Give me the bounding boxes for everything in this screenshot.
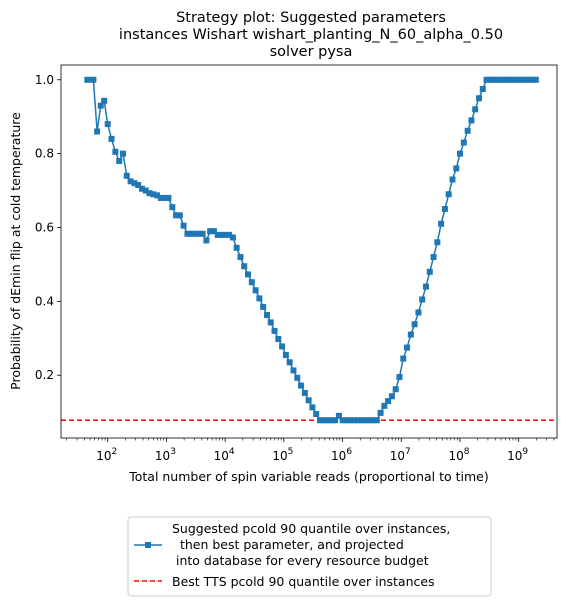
suggested-series-point: [378, 410, 384, 416]
suggested-series-point: [264, 312, 270, 318]
suggested-series-point: [313, 411, 319, 417]
suggested-series-point: [434, 239, 440, 245]
suggested-series-point: [120, 151, 126, 157]
suggested-series-point: [105, 121, 111, 127]
suggested-series-point: [480, 86, 486, 92]
x-axis: 102 103 104 105 106 107 108 109: [67, 438, 554, 463]
plot-area: [61, 65, 557, 438]
x-tick-label: 102: [96, 447, 117, 463]
legend-label-best-tts: Best TTS pcold 90 quantile over instance…: [172, 574, 435, 589]
suggested-series-point: [457, 151, 463, 157]
x-tick-label: 108: [448, 447, 469, 463]
suggested-series-point: [468, 117, 474, 123]
suggested-series-point: [268, 319, 274, 325]
suggested-series-point: [442, 206, 448, 212]
y-axis-label: Probability of dEmin flip at cold temper…: [8, 112, 23, 390]
suggested-series-point: [169, 204, 175, 210]
suggested-series-point: [272, 328, 278, 334]
suggested-series-point: [203, 237, 209, 243]
suggested-series-point: [408, 332, 414, 338]
suggested-series-point: [431, 254, 437, 260]
suggested-series-point: [423, 284, 429, 290]
y-tick-label: 0.8: [35, 147, 54, 161]
suggested-series-point: [109, 136, 115, 142]
suggested-series-point: [412, 321, 418, 327]
suggested-series-point: [237, 254, 243, 260]
suggested-series-point: [306, 397, 312, 403]
x-tick-label: 105: [272, 447, 293, 463]
suggested-series-point: [415, 309, 421, 315]
chart-title: Strategy plot: Suggested parameters inst…: [119, 10, 503, 60]
suggested-series-point: [275, 336, 281, 342]
x-axis-label: Total number of spin variable reads (pro…: [128, 469, 489, 484]
suggested-series-point: [427, 269, 433, 275]
suggested-series-point: [302, 390, 308, 396]
suggested-series-point: [116, 158, 122, 164]
x-tick-label: 103: [155, 447, 176, 463]
suggested-series-point: [101, 98, 107, 104]
suggested-series-point: [165, 195, 171, 201]
y-tick-label: 1.0: [35, 73, 54, 87]
suggested-series-point: [112, 149, 118, 155]
legend-entry-best-tts: Best TTS pcold 90 quantile over instance…: [134, 574, 435, 589]
suggested-series-point: [260, 304, 266, 310]
y-tick-label: 0.4: [35, 294, 54, 308]
legend-entry-suggested: Suggested pcold 90 quantile over instanc…: [134, 521, 450, 568]
suggested-series-point: [230, 234, 236, 240]
suggested-series-point: [374, 417, 380, 423]
suggested-series-point: [476, 95, 482, 101]
suggested-series-point: [298, 383, 304, 389]
suggested-series-point: [245, 271, 251, 277]
suggested-series-point: [438, 221, 444, 227]
legend-marker-suggested: [145, 542, 151, 548]
suggested-series-point: [404, 345, 410, 351]
legend-label-suggested-line-2: then best parameter, and projected: [172, 537, 404, 552]
y-tick-label: 0.2: [35, 368, 54, 382]
suggested-series-point: [283, 352, 289, 358]
legend-label-suggested-line-1: Suggested pcold 90 quantile over instanc…: [172, 521, 450, 536]
suggested-series-point: [465, 128, 471, 134]
suggested-series-point: [249, 279, 255, 285]
x-tick-label: 106: [331, 447, 352, 463]
suggested-series-point: [256, 295, 262, 301]
suggested-series-point: [124, 173, 130, 179]
legend-label-suggested-line-3: into database for every resource budget: [172, 553, 429, 568]
suggested-series-point: [449, 176, 455, 182]
suggested-series-point: [181, 223, 187, 229]
suggested-series-point: [90, 77, 96, 83]
suggested-series-point: [419, 297, 425, 303]
suggested-series-point: [287, 359, 293, 365]
suggested-series-point: [234, 245, 240, 251]
suggested-series-point: [533, 77, 539, 83]
suggested-series-point: [279, 343, 285, 349]
y-tick-label: 0.6: [35, 220, 54, 234]
suggested-series-point: [453, 165, 459, 171]
suggested-series-point: [84, 77, 90, 83]
suggested-series-point: [94, 128, 100, 134]
suggested-series-point: [446, 191, 452, 197]
suggested-series-point: [253, 287, 259, 293]
suggested-series-point: [461, 140, 467, 146]
suggested-series-point: [393, 386, 399, 392]
suggested-series-point: [200, 231, 206, 237]
x-tick-label: 109: [507, 447, 528, 463]
suggested-series-point: [294, 375, 300, 381]
suggested-series-point: [389, 393, 395, 399]
suggested-series-point: [396, 374, 402, 380]
suggested-series-point: [290, 367, 296, 373]
chart-title-line-1: Strategy plot: Suggested parameters: [176, 10, 446, 26]
x-tick-label: 107: [390, 447, 411, 463]
suggested-series-point: [472, 106, 478, 112]
suggested-series-point: [241, 263, 247, 269]
x-tick-label: 104: [214, 447, 235, 463]
y-axis: 0.2 0.4 0.6 0.8 1.0: [35, 73, 61, 382]
suggested-series-point: [309, 404, 315, 410]
suggested-series-point: [177, 212, 183, 218]
chart-title-line-2: instances Wishart wishart_planting_N_60_…: [119, 27, 503, 43]
chart-title-line-3: solver pysa: [270, 44, 353, 60]
legend: Suggested pcold 90 quantile over instanc…: [128, 517, 491, 596]
suggested-series-point: [400, 356, 406, 362]
